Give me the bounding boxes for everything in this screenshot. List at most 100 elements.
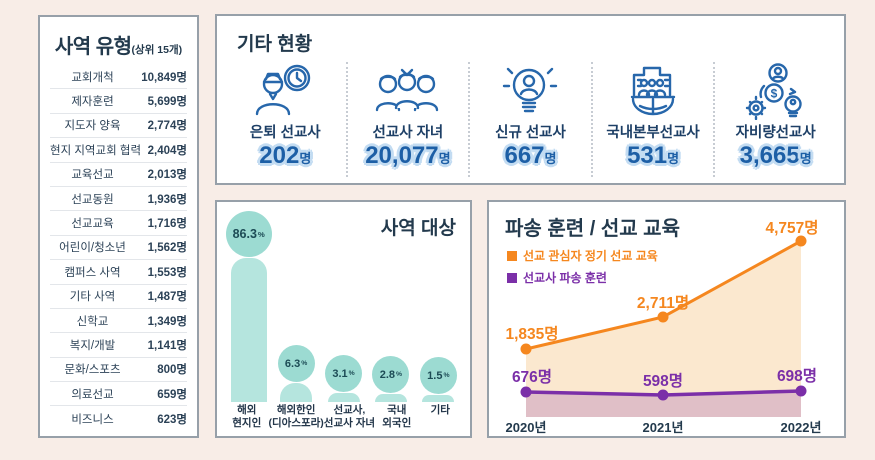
legend-swatch [507,250,517,261]
hq-missionary-icon [620,62,686,120]
bar [280,383,313,402]
stat-label: 자비량선교사 [735,125,816,141]
missionary-children-icon [375,62,441,120]
training-education-panel: 1,835명 2,711명 4,757명 676명 598명 698명 2020년 2021년… [487,200,846,438]
stat-item: 신규 선교사 667명 [468,62,591,177]
data-point [657,389,669,401]
stat-item: 선교사 자녀 20,077명 [345,62,469,177]
ministry-type-value: 800명 [157,364,187,377]
retired-missionary-icon [252,62,318,120]
ministry-type-value: 2,404명 [147,144,187,157]
ministry-type-label: 교회개척 [71,71,114,84]
data-point [795,385,807,397]
data-label: 698명 [777,367,817,385]
new-missionary-icon [497,62,563,120]
stat-value: 3,665명 [739,142,812,169]
ministry-types-title-suffix: (상위 15개) [131,44,183,56]
table-row: 비즈니스 623명 [50,406,187,430]
ministry-target-title: 사역 대상 [380,218,456,239]
ministry-type-label: 캠퍼스 사역 [64,266,121,279]
ministry-type-label: 비즈니스 [71,413,114,426]
data-point [520,343,532,355]
data-point [520,386,532,398]
ministry-type-value: 1,562명 [147,242,187,255]
ministry-types-table: 교회개척 10,849명 제자훈련 5,699명 지도자 양육 2,774명 현지 지역교회… [50,65,187,431]
bar-value-bubble: 2.8% [372,356,410,393]
ministry-type-label: 지도자 양육 [64,120,121,133]
series-area-training [526,391,801,417]
bar-value-bubble: 6.3% [277,345,315,382]
ministry-type-value: 2,774명 [147,120,187,133]
table-row: 어린이/청소년 1,562명 [50,236,187,261]
stat-value: 667명 [504,142,557,169]
bar-category-label: 선교사, 선교사 자녀 [323,403,376,430]
ministry-type-label: 선교교육 [71,218,114,231]
data-point [657,311,669,323]
ministry-type-label: 현지 지역교회 협력 [50,144,142,157]
stat-item: $ 자비량선교사 3,665명 [713,62,836,177]
ministry-type-value: 1,553명 [147,266,187,279]
table-row: 캠퍼스 사역 1,553명 [50,260,187,285]
bar-value-bubble: 86.3% [225,211,272,257]
line-chart: 1,835명 2,711명 4,757명 676명 598명 698명 2020년 2021년… [505,219,822,435]
bar [422,395,455,402]
ministry-type-label: 복지/개발 [69,339,116,352]
ministry-type-label: 의료선교 [71,388,114,401]
x-axis-label: 2020년 [506,420,547,435]
legend-item: 선교사 파송 훈련 [507,269,658,286]
table-row: 기타 사역 1,487명 [50,285,187,309]
ministry-type-label: 문화/스포츠 [64,364,121,377]
stat-label: 국내본부선교사 [606,125,700,141]
stat-item: 은퇴 선교사 202명 [225,62,346,177]
ministry-type-value: 1,487명 [147,291,187,304]
ministry-type-label: 교육선교 [71,169,114,182]
stat-label: 선교사 자녀 [372,125,444,141]
legend-swatch [507,272,517,283]
bar-column: 3.1% [320,355,367,402]
bar-column: 1.5% [415,357,462,402]
legend-label: 선교 관심자 정기 선교 교육 [523,249,658,263]
bar-column: 2.8% [367,356,414,402]
stat-label: 은퇴 선교사 [249,125,321,141]
table-row: 교육선교 2,013명 [50,163,187,187]
ministry-types-panel: 사역 유형(상위 15개) 교회개척 10,849명 제자훈련 5,699명 지도자 양… [38,15,199,438]
ministry-type-label: 기타 사역 [69,291,116,304]
x-axis-label: 2021년 [643,420,684,435]
svg-text:$: $ [770,87,777,101]
bar-value-bubble: 3.1% [325,355,363,392]
bar-column: 86.3% [225,211,272,402]
bar-value-bubble: 1.5% [419,357,457,394]
other-status-title: 기타 현황 [237,34,313,55]
other-status-panel: 기타 현황 은퇴 선교사 202명 선교사 자녀 20,077명 신규 선교사 667… [215,14,846,185]
other-status-items: 은퇴 선교사 202명 선교사 자녀 20,077명 신규 선교사 667명 국내본부… [225,62,836,177]
data-label: 1,835명 [505,325,558,343]
self-support-missionary-icon: $ [743,62,809,120]
ministry-type-label: 제자훈련 [71,96,114,109]
ministry-type-value: 2,013명 [147,169,187,182]
table-row: 신학교 1,349명 [50,309,187,334]
x-axis-label: 2022년 [781,420,822,435]
ministry-type-label: 어린이/청소년 [59,242,126,255]
ministry-type-value: 659명 [157,388,187,401]
bar-category-label: 해외 현지인 [232,403,262,430]
ministry-type-value: 1,716명 [147,218,187,231]
table-row: 복지/개발 1,141명 [50,333,187,358]
data-label: 676명 [512,368,552,386]
ministry-types-header: 사역 유형(상위 15개) [40,30,197,59]
ministry-type-value: 1,936명 [147,193,187,206]
data-label: 598명 [643,372,683,390]
bar [327,393,360,402]
legend-item: 선교 관심자 정기 선교 교육 [507,247,658,264]
training-education-title: 파송 훈련 / 선교 교육 [505,218,680,240]
table-row: 교회개척 10,849명 [50,65,187,90]
ministry-type-label: 신학교 [76,315,109,328]
bar-chart-category-labels: 해외 현지인 해외한인 (디아스포라) 선교사, 선교사 자녀 국내 외국인 기타 [225,404,462,431]
data-point [795,235,807,247]
bar [374,394,407,402]
table-row: 현지 지역교회 협력 2,404명 [50,138,187,163]
stat-label: 신규 선교사 [495,125,566,141]
data-label: 2,711명 [637,294,689,312]
ministry-type-label: 선교동원 [71,193,114,206]
